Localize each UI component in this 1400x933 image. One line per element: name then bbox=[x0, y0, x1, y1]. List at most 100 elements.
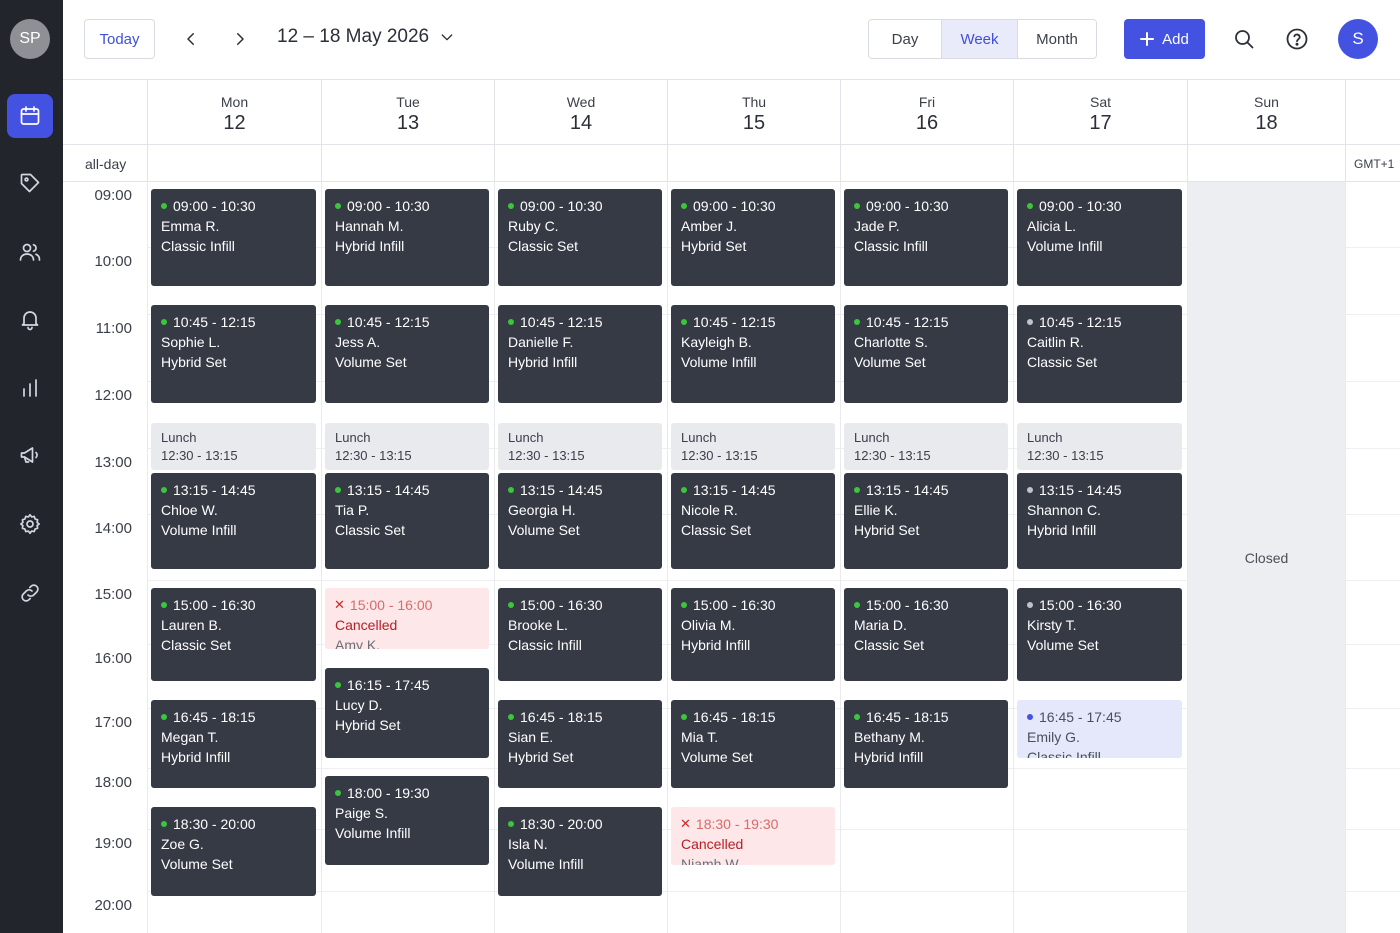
appointment-card[interactable]: 10:45 - 12:15 Kayleigh B. Volume Infill bbox=[671, 305, 835, 403]
status-dot-icon bbox=[335, 682, 341, 688]
all-day-cell[interactable] bbox=[1345, 145, 1400, 182]
client-name: Isla N. bbox=[508, 835, 548, 852]
day-header-mon[interactable]: Mon 12 bbox=[147, 80, 321, 145]
tag-icon bbox=[20, 173, 40, 193]
sidebar-item-marketing[interactable] bbox=[7, 433, 53, 477]
appointment-card[interactable]: 10:45 - 12:15 Sophie L. Hybrid Set bbox=[151, 305, 316, 403]
sidebar-item-calendar[interactable] bbox=[7, 94, 53, 138]
client-name: Jade P. bbox=[854, 218, 900, 234]
status-dot-icon bbox=[854, 714, 860, 720]
add-button-label: Add bbox=[1162, 30, 1189, 48]
appointment-time: 16:45 - 18:15 bbox=[520, 709, 603, 725]
client-name: Charlotte S. bbox=[854, 334, 928, 351]
help-button[interactable] bbox=[1284, 26, 1310, 52]
day-header-wed[interactable]: Wed 14 bbox=[494, 80, 667, 145]
day-header-thu[interactable]: Thu 15 bbox=[667, 80, 840, 145]
pending-appointment-card[interactable]: 16:45 - 17:45 Emily G. Classic Infill bbox=[1017, 700, 1182, 758]
appointment-card[interactable]: 15:00 - 16:30 Olivia M. Hybrid Infill bbox=[671, 588, 835, 681]
sidebar-item-integrations[interactable] bbox=[7, 571, 53, 615]
add-button[interactable]: Add bbox=[1124, 19, 1205, 59]
status-dot-icon bbox=[335, 319, 341, 326]
next-week-button[interactable] bbox=[226, 25, 254, 53]
lunch-break-block[interactable]: Lunch 12:30 - 13:15 bbox=[671, 422, 835, 470]
appointment-card[interactable]: 15:00 - 16:30 Kirsty T. Volume Set bbox=[1017, 588, 1182, 681]
appointment-card[interactable]: 13:15 - 14:45 Nicole R. Classic Set bbox=[671, 472, 835, 569]
sidebar-item-settings[interactable] bbox=[7, 502, 53, 546]
lunch-break-block[interactable]: Lunch 12:30 - 13:15 bbox=[1017, 422, 1182, 470]
appointment-card[interactable]: 18:30 - 20:00 Zoe G. Volume Set bbox=[151, 806, 316, 896]
day-header-tue[interactable]: Tue 13 bbox=[321, 80, 494, 145]
appointment-card[interactable]: 09:00 - 10:30 Alicia L. Volume Infill bbox=[1017, 189, 1182, 286]
sidebar-item-clients[interactable] bbox=[7, 230, 53, 274]
appointment-card[interactable]: 15:00 - 16:30 Brooke L. Classic Infill bbox=[498, 588, 662, 681]
day-name: Mon bbox=[220, 94, 249, 110]
appointment-card[interactable]: 16:45 - 18:15 Megan T. Hybrid Infill bbox=[151, 700, 316, 789]
appointment-card[interactable]: 09:00 - 10:30 Amber J. Hybrid Set bbox=[671, 189, 835, 286]
appointment-time-row: ✕ 18:30 - 19:30 bbox=[680, 814, 835, 834]
appointment-card[interactable]: 13:15 - 14:45 Tia P. Classic Set bbox=[325, 472, 489, 569]
status-dot-icon bbox=[681, 203, 687, 209]
all-day-cell[interactable] bbox=[840, 145, 1013, 182]
all-day-cell[interactable] bbox=[1187, 145, 1345, 182]
day-header-sat[interactable]: Sat 17 bbox=[1013, 80, 1187, 145]
service-name: Hybrid Infill bbox=[508, 354, 578, 371]
appointment-card[interactable]: 10:45 - 12:15 Jess A. Volume Set bbox=[325, 305, 489, 403]
appointment-card[interactable]: 13:15 - 14:45 Shannon C. Hybrid Infill bbox=[1017, 472, 1182, 569]
all-day-cell[interactable] bbox=[147, 145, 321, 182]
appointment-card[interactable]: 16:45 - 18:15 Bethany M. Hybrid Infill bbox=[844, 700, 1008, 789]
today-button[interactable]: Today bbox=[84, 19, 155, 59]
lunch-break-block[interactable]: Lunch 12:30 - 13:15 bbox=[844, 422, 1008, 470]
view-week-button[interactable]: Week bbox=[942, 20, 1018, 58]
workspace-avatar[interactable]: SP bbox=[10, 19, 50, 59]
lunch-break-block[interactable]: Lunch 12:30 - 13:15 bbox=[498, 422, 662, 470]
plus-icon bbox=[1140, 32, 1155, 46]
appointment-card[interactable]: 13:15 - 14:45 Georgia H. Volume Set bbox=[498, 472, 662, 569]
date-range-picker[interactable]: 12 – 18 May 2026 bbox=[277, 26, 455, 48]
appointment-card[interactable]: 15:00 - 16:30 Maria D. Classic Set bbox=[844, 588, 1008, 681]
view-month-button[interactable]: Month bbox=[1018, 20, 1096, 58]
appointment-card[interactable]: 10:45 - 12:15 Danielle F. Hybrid Infill bbox=[498, 305, 662, 403]
appointment-card[interactable]: 10:45 - 12:15 Charlotte S. Volume Set bbox=[844, 305, 1008, 403]
search-button[interactable] bbox=[1231, 26, 1257, 52]
appointment-time-row: 16:45 - 18:15 bbox=[681, 707, 835, 727]
appointment-card[interactable]: 10:45 - 12:15 Caitlin R. Classic Set bbox=[1017, 305, 1182, 403]
appointment-card[interactable]: 18:30 - 20:00 Isla N. Volume Infill bbox=[498, 806, 662, 896]
appointment-card[interactable]: 18:00 - 19:30 Paige S. Volume Infill bbox=[325, 776, 489, 865]
all-day-cell[interactable] bbox=[494, 145, 667, 182]
appointment-card[interactable]: 09:00 - 10:30 Jade P. Classic Infill bbox=[844, 189, 1008, 286]
appointment-time: 10:45 - 12:15 bbox=[173, 314, 256, 331]
lunch-time: 12:30 - 13:15 bbox=[681, 447, 758, 463]
prev-week-button[interactable] bbox=[177, 25, 205, 53]
lunch-break-block[interactable]: Lunch 12:30 - 13:15 bbox=[325, 422, 489, 470]
appointment-card[interactable]: 09:00 - 10:30 Hannah M. Hybrid Infill bbox=[325, 189, 489, 286]
sidebar-item-reports[interactable] bbox=[7, 366, 53, 410]
appointment-time-row: 18:30 - 20:00 bbox=[161, 814, 316, 834]
appointment-time-row: 10:45 - 12:15 bbox=[1027, 312, 1182, 332]
appointment-card[interactable]: 16:15 - 17:45 Lucy D. Hybrid Set bbox=[325, 668, 489, 758]
day-header-fri[interactable]: Fri 16 bbox=[840, 80, 1013, 145]
appointment-card[interactable]: 09:00 - 10:30 Ruby C. Classic Set bbox=[498, 189, 662, 286]
sidebar-item-notifications[interactable] bbox=[7, 297, 53, 341]
all-day-cell[interactable] bbox=[667, 145, 840, 182]
lunch-break-block[interactable]: Lunch 12:30 - 13:15 bbox=[151, 422, 316, 470]
appointment-card[interactable]: 16:45 - 18:15 Sian E. Hybrid Set bbox=[498, 700, 662, 789]
appointment-card[interactable]: 09:00 - 10:30 Emma R. Classic Infill bbox=[151, 189, 316, 286]
hour-label: 12:00 bbox=[94, 387, 132, 404]
day-number: 17 bbox=[1089, 112, 1112, 134]
appointment-card[interactable]: 15:00 - 16:30 Lauren B. Classic Set bbox=[151, 588, 316, 681]
day-column-divider bbox=[321, 182, 322, 933]
view-day-button[interactable]: Day bbox=[869, 20, 942, 58]
appointment-card[interactable]: 13:15 - 14:45 Chloe W. Volume Infill bbox=[151, 472, 316, 569]
sidebar-item-services[interactable] bbox=[7, 161, 53, 205]
appointment-time: 13:15 - 14:45 bbox=[866, 481, 949, 498]
appointment-status: Cancelled bbox=[335, 617, 398, 633]
day-header-sun[interactable]: Sun 18 bbox=[1187, 80, 1345, 145]
appointment-card[interactable]: 16:45 - 18:15 Mia T. Volume Set bbox=[671, 700, 835, 789]
user-avatar[interactable]: S bbox=[1338, 19, 1378, 59]
all-day-cell[interactable] bbox=[321, 145, 494, 182]
appointment-time-row: 10:45 - 12:15 bbox=[335, 312, 489, 332]
appointment-card[interactable]: 13:15 - 14:45 Ellie K. Hybrid Set bbox=[844, 472, 1008, 569]
all-day-cell[interactable] bbox=[1013, 145, 1187, 182]
